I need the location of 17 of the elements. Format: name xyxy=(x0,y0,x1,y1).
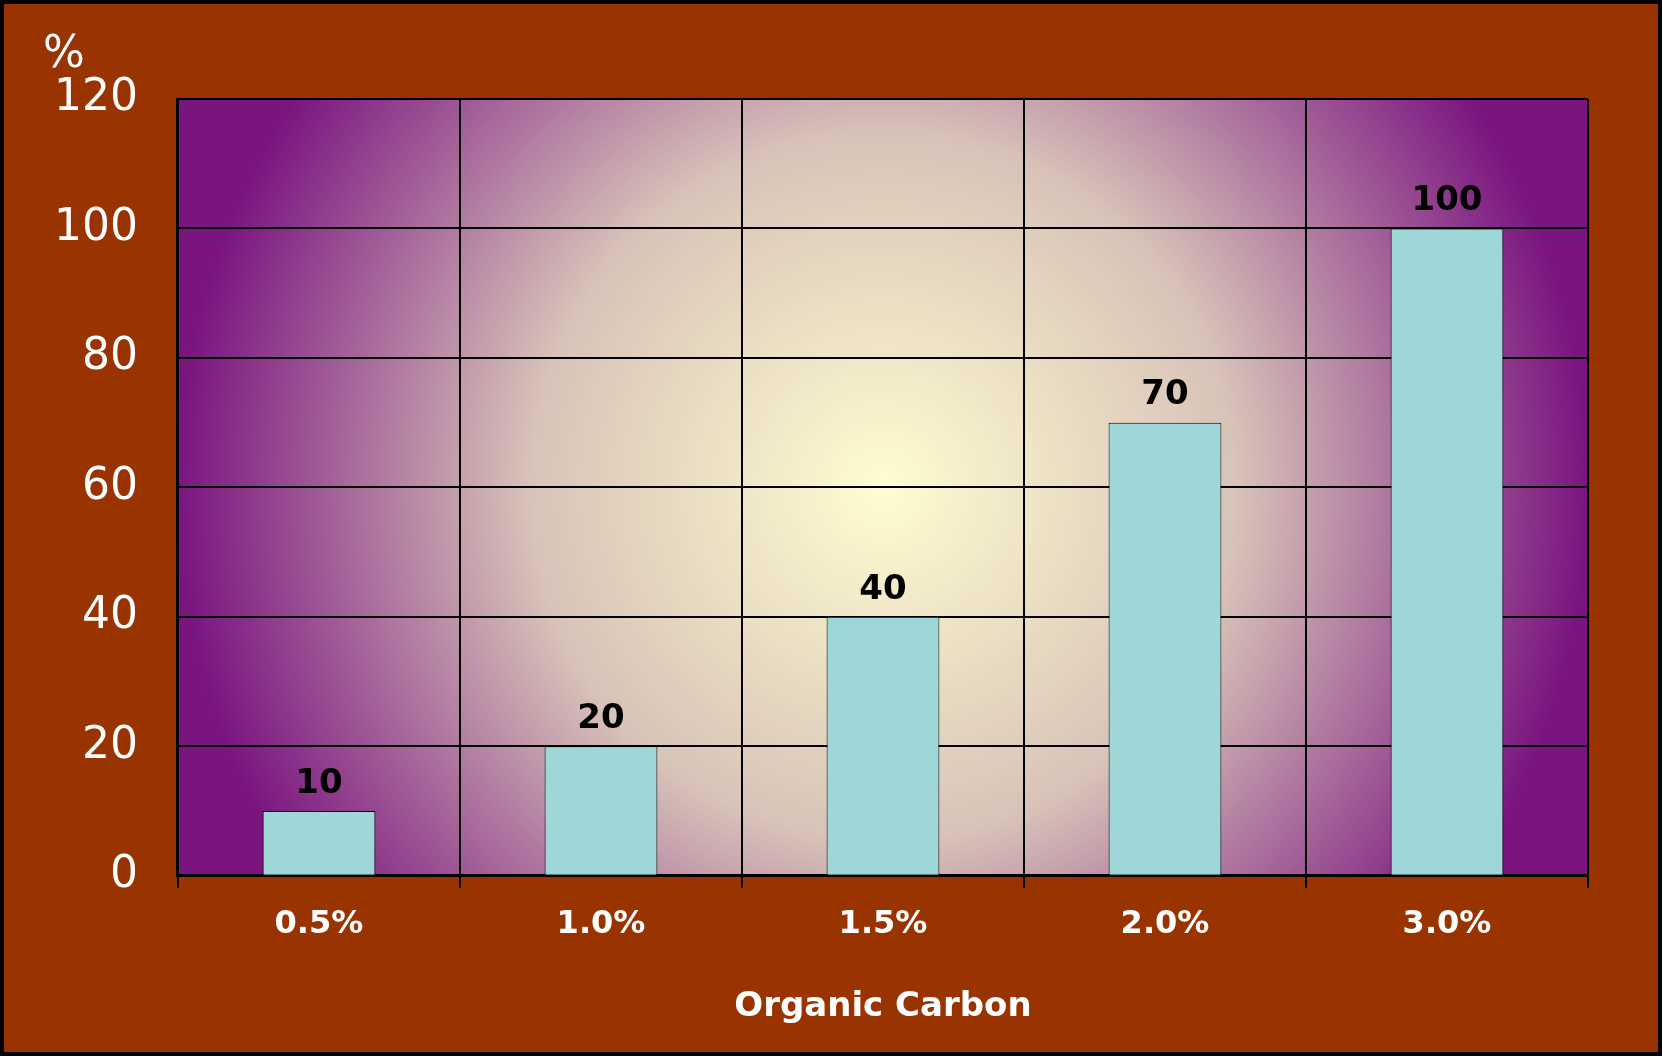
y-tick-label: 40 xyxy=(81,587,138,639)
y-tick-label: 20 xyxy=(81,716,138,768)
x-tick-label: 1.0% xyxy=(556,903,646,942)
data-label: 100 xyxy=(1411,178,1483,219)
x-axis-title: Organic Carbon xyxy=(734,984,1032,1025)
x-tick-label: 0.5% xyxy=(274,903,364,942)
y-tick-label: 60 xyxy=(81,457,138,509)
data-label: 40 xyxy=(859,566,907,607)
x-tick-label: 2.0% xyxy=(1120,903,1210,942)
y-tick-label: 0 xyxy=(109,846,138,898)
data-label: 70 xyxy=(1141,372,1189,413)
data-label: 10 xyxy=(295,760,343,801)
y-tick-label: 80 xyxy=(81,328,138,380)
x-tick-label: 1.5% xyxy=(838,903,928,942)
data-label: 20 xyxy=(577,696,625,737)
y-tick-label: 100 xyxy=(54,198,138,250)
x-tick-label: 3.0% xyxy=(1402,903,1492,942)
